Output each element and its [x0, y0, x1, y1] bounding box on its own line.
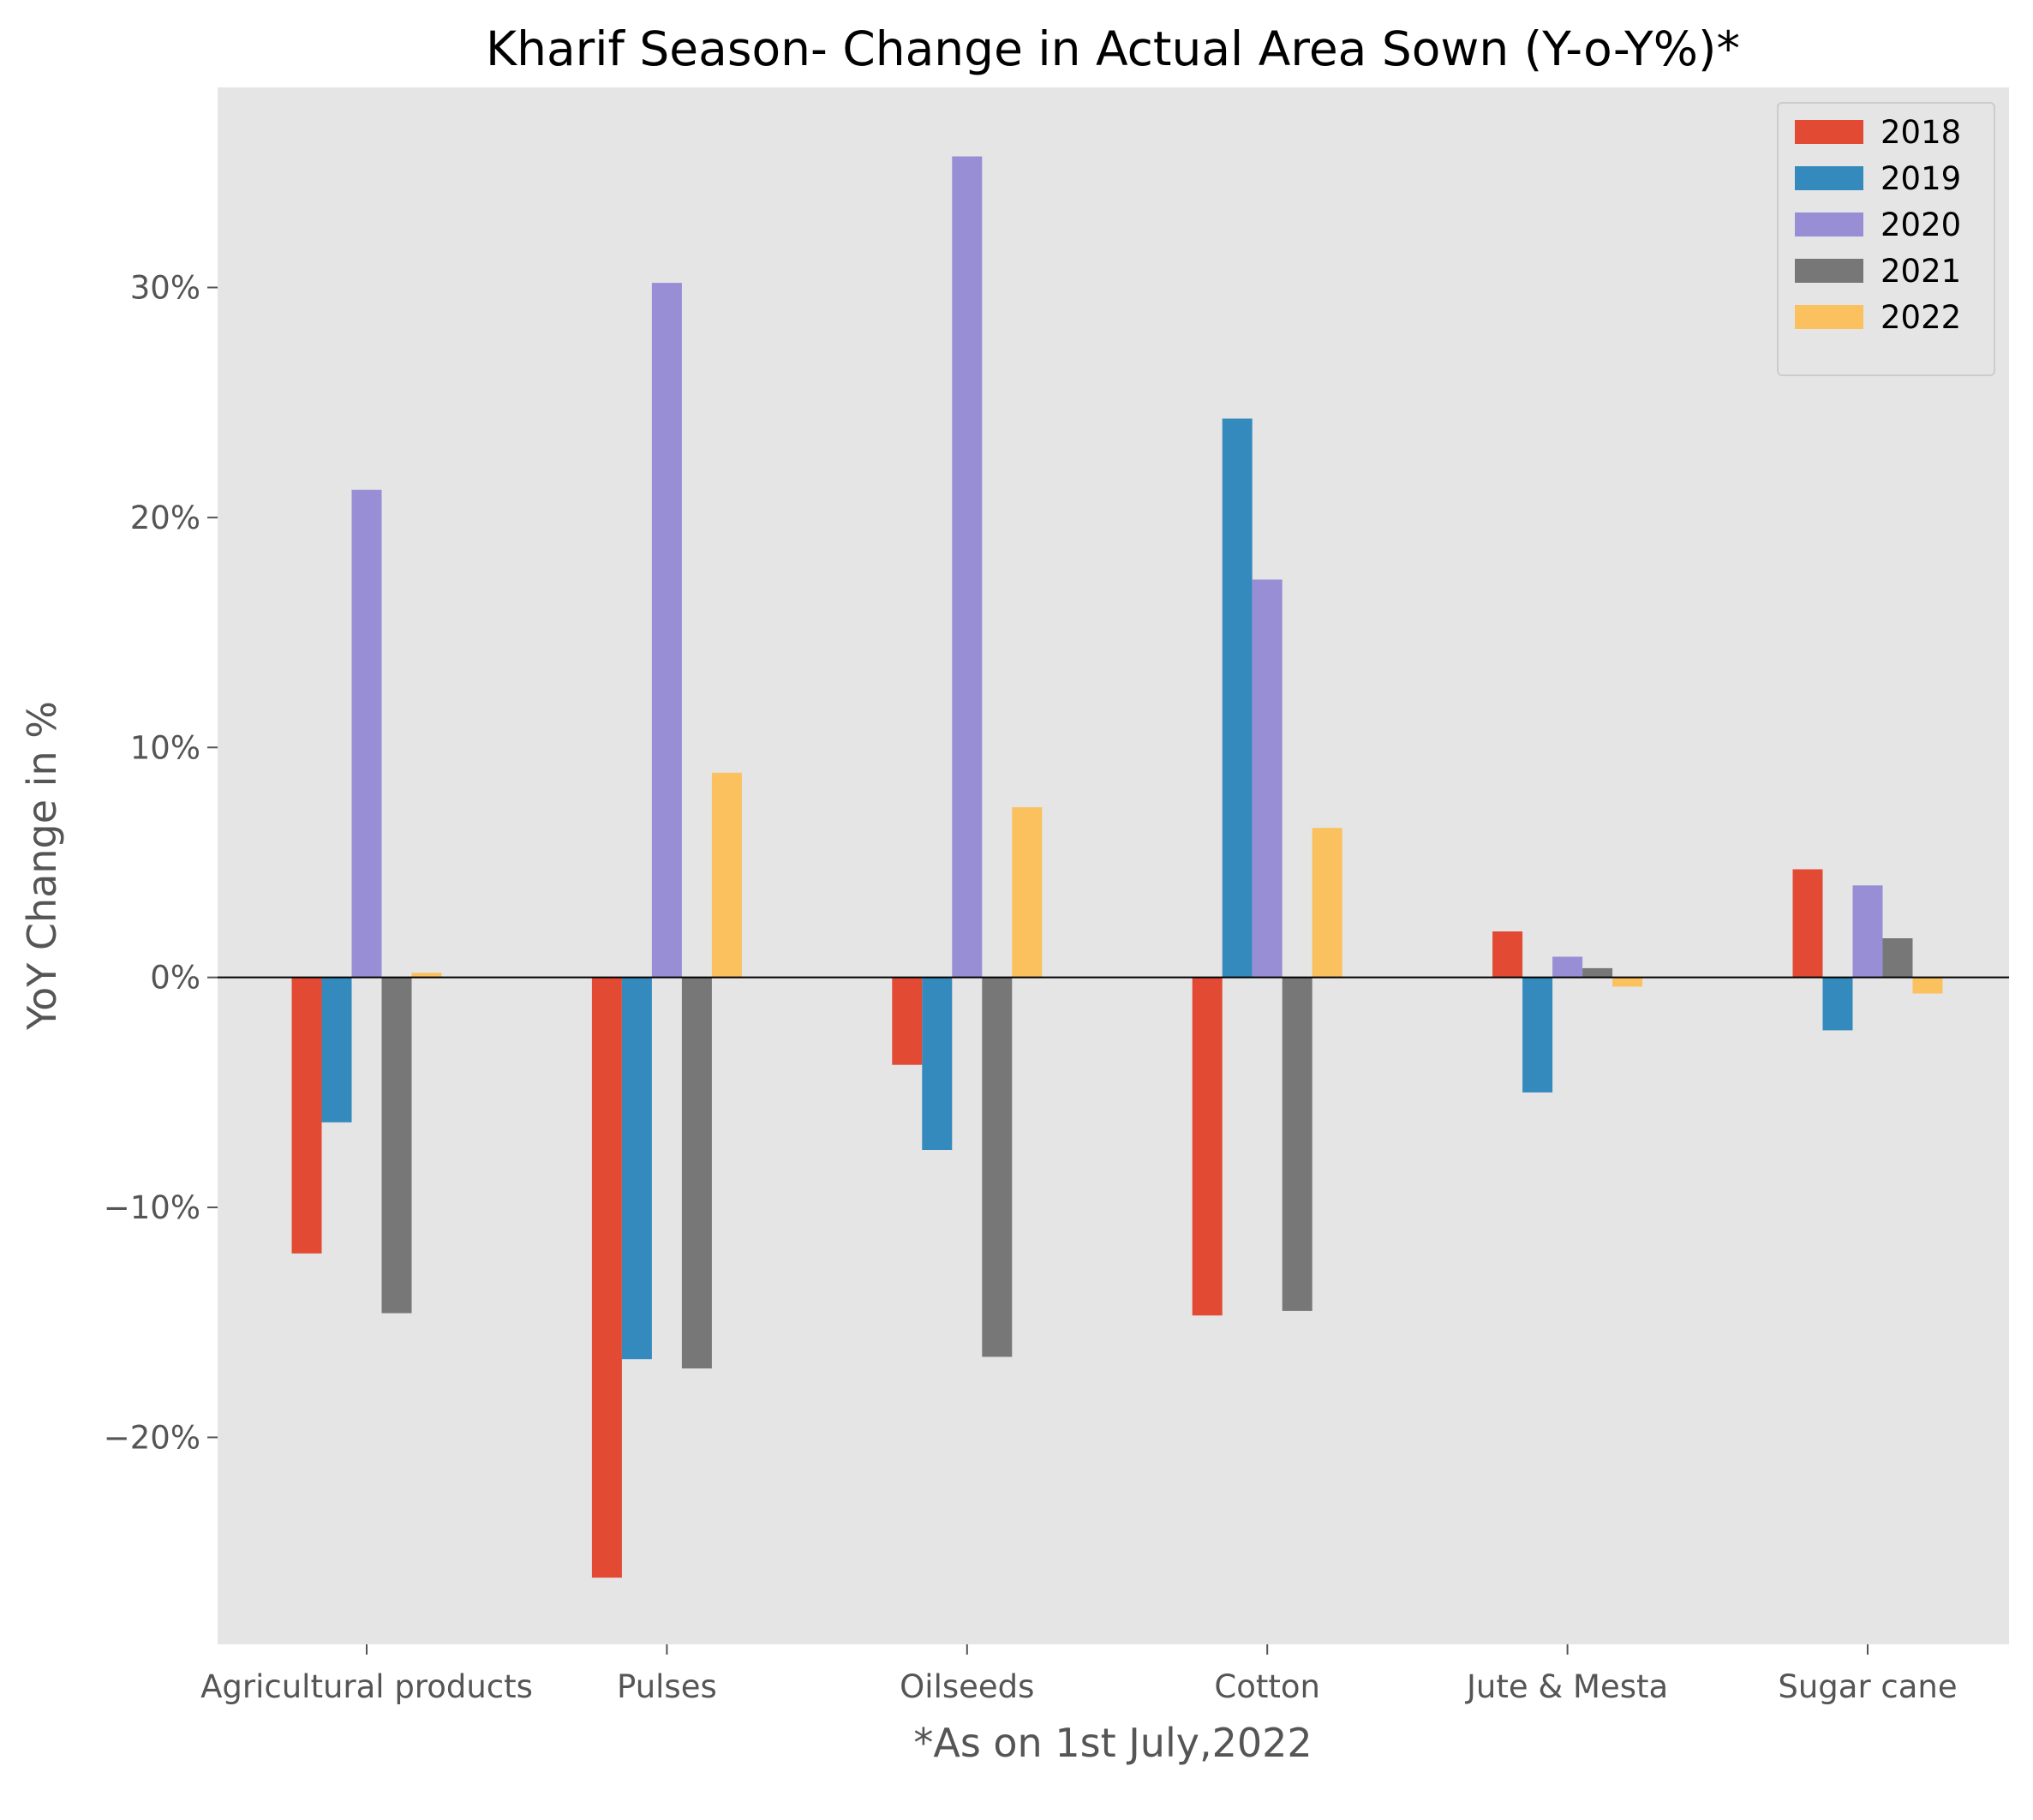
legend-label-2019: 2019 — [1881, 160, 1961, 197]
legend: 2018 2019 2020 2021 2022 — [1777, 102, 1995, 376]
legend-swatch-2022 — [1795, 305, 1863, 329]
bar-2021-agricultural-products — [381, 977, 412, 1314]
legend-label-2021: 2021 — [1881, 253, 1961, 290]
bar-2018-sugar-cane — [1792, 869, 1823, 978]
legend-label-2020: 2020 — [1881, 207, 1961, 243]
bar-2022-oilseeds — [1012, 807, 1043, 978]
legend-swatch-2018 — [1795, 120, 1863, 144]
bar-2022-agricultural-products — [411, 973, 442, 978]
bars-group — [291, 156, 1943, 1578]
x-ticks-group: Agricultural products Pulses Oilseeds Cotto… — [200, 1644, 1958, 1705]
bar-2019-agricultural-products — [321, 977, 352, 1123]
legend-label-2018: 2018 — [1881, 114, 1961, 151]
chart-title: Kharif Season- Change in Actual Area Sow… — [486, 21, 1740, 76]
y-axis-label: YoY Change in % — [19, 701, 65, 1031]
bar-2020-pulses — [651, 283, 682, 978]
bar-2018-agricultural-products — [291, 977, 322, 1254]
bar-2021-oilseeds — [982, 977, 1013, 1357]
bar-2018-jute-mesta — [1492, 931, 1523, 978]
y-tick-label: −20% — [104, 1419, 200, 1456]
bar-2019-oilseeds — [922, 977, 953, 1150]
bar-2020-cotton — [1252, 579, 1283, 978]
y-tick-label: 20% — [130, 500, 200, 536]
legend-swatch-2020 — [1795, 213, 1863, 236]
y-ticks-group: −20% −10% 0% 10% 20% 30% — [104, 269, 218, 1456]
bar-2018-cotton — [1192, 977, 1223, 1316]
legend-label-2022: 2022 — [1881, 299, 1961, 336]
bar-2018-oilseeds — [892, 977, 923, 1065]
y-tick-label: 0% — [150, 960, 200, 997]
bar-2021-cotton — [1282, 977, 1312, 1311]
bar-2019-jute-mesta — [1522, 977, 1553, 1093]
bar-2021-jute-mesta — [1582, 967, 1613, 978]
y-tick-label: 10% — [130, 729, 200, 766]
x-tick-label: Agricultural products — [200, 1668, 533, 1705]
x-tick-label: Pulses — [617, 1668, 717, 1705]
plot-area-background — [218, 87, 2009, 1644]
x-axis-label: *As on 1st July,2022 — [913, 1720, 1312, 1766]
x-tick-label: Jute & Mesta — [1465, 1668, 1668, 1705]
x-tick-label: Cotton — [1214, 1668, 1320, 1705]
bar-2020-agricultural-products — [351, 489, 382, 978]
bar-2022-cotton — [1312, 828, 1342, 978]
bar-2020-oilseeds — [952, 156, 983, 978]
y-tick-label: −10% — [104, 1189, 200, 1226]
bar-2019-pulses — [621, 977, 652, 1360]
bar-2021-sugar-cane — [1882, 938, 1913, 978]
bar-2022-jute-mesta — [1612, 977, 1643, 987]
bar-2019-cotton — [1222, 418, 1253, 978]
x-tick-label: Oilseeds — [900, 1668, 1034, 1705]
bar-2019-sugar-cane — [1822, 977, 1853, 1031]
y-tick-label: 30% — [130, 269, 200, 306]
bar-2020-sugar-cane — [1852, 885, 1883, 978]
bar-2022-pulses — [711, 772, 742, 978]
x-tick-label: Sugar cane — [1778, 1668, 1957, 1705]
legend-swatch-2021 — [1795, 259, 1863, 283]
bar-2021-pulses — [681, 977, 712, 1368]
bar-2022-sugar-cane — [1912, 977, 1943, 994]
legend-swatch-2019 — [1795, 166, 1863, 190]
bar-2018-pulses — [591, 977, 622, 1578]
bar-2020-jute-mesta — [1552, 956, 1583, 978]
